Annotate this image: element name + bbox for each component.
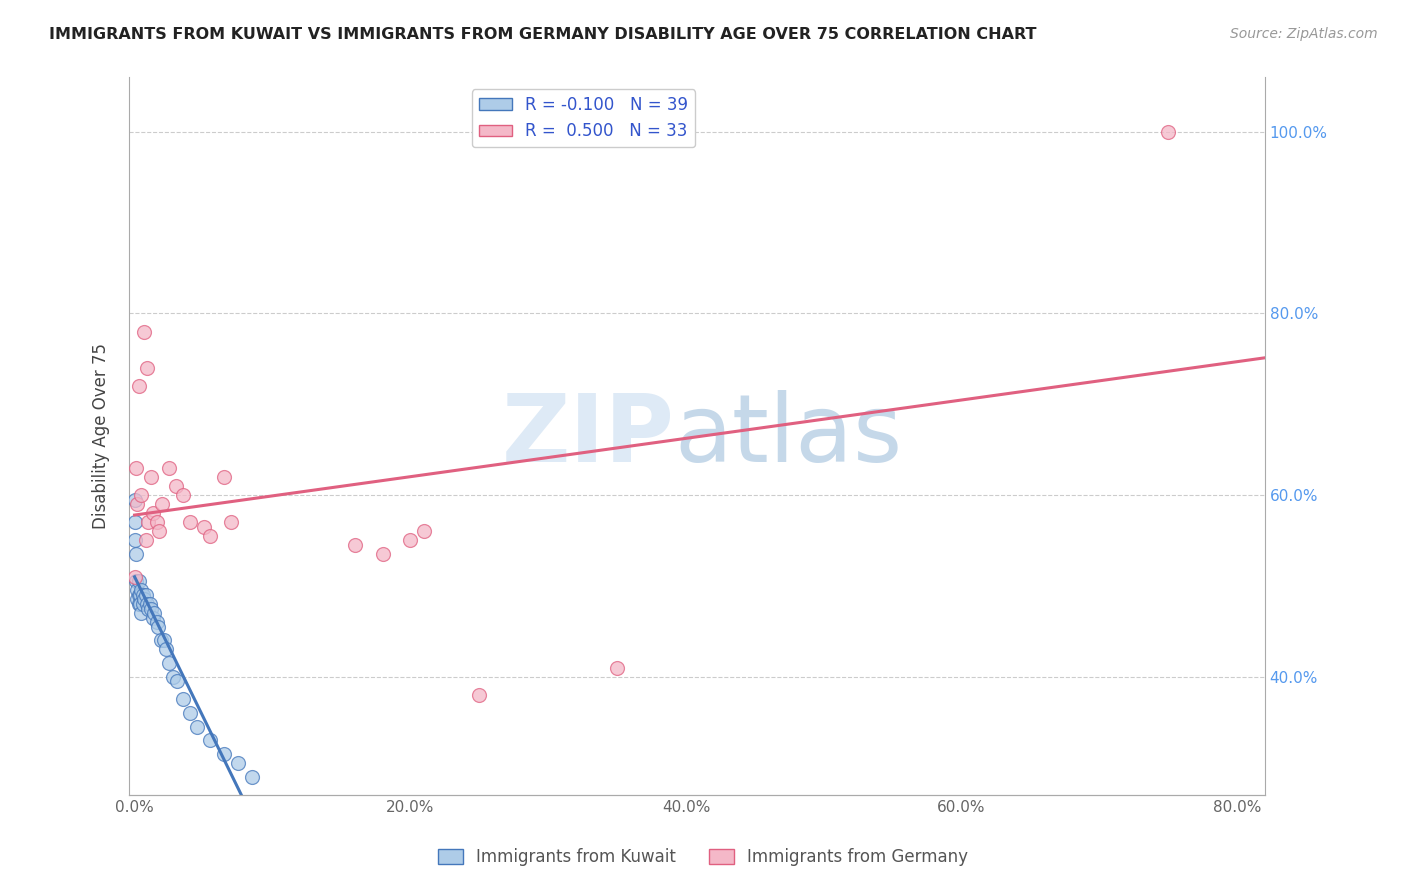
Point: [219, 516, 242, 530]
Point: [128, 597, 150, 611]
Point: [179, 516, 201, 530]
Point: [165, 479, 187, 493]
Point: [124, 492, 146, 507]
Point: [125, 460, 148, 475]
Point: [1157, 125, 1180, 139]
Point: [124, 533, 146, 548]
Point: [135, 533, 157, 548]
Point: [146, 620, 169, 634]
Point: [136, 361, 159, 376]
Legend: R = -0.100   N = 39, R =  0.500   N = 33: R = -0.100 N = 39, R = 0.500 N = 33: [472, 89, 695, 147]
Point: [212, 470, 235, 484]
Point: [186, 720, 208, 734]
Point: [127, 583, 149, 598]
Point: [128, 574, 150, 589]
Point: [240, 770, 263, 784]
Point: [139, 601, 162, 615]
Point: [399, 533, 422, 548]
Point: [371, 547, 394, 561]
Point: [135, 588, 157, 602]
Point: [131, 583, 153, 598]
Point: [128, 588, 150, 602]
Point: [157, 460, 180, 475]
Point: [172, 692, 194, 706]
Point: [413, 524, 436, 539]
Text: ZIP: ZIP: [502, 390, 675, 482]
Point: [124, 570, 146, 584]
Point: [152, 633, 174, 648]
Point: [125, 574, 148, 589]
Point: [141, 610, 163, 624]
Text: Source: ZipAtlas.com: Source: ZipAtlas.com: [1230, 27, 1378, 41]
Point: [141, 506, 163, 520]
Point: [193, 520, 215, 534]
Point: [127, 497, 149, 511]
Point: [200, 529, 222, 543]
Point: [155, 642, 177, 657]
Point: [139, 597, 162, 611]
Point: [128, 379, 150, 393]
Point: [138, 601, 160, 615]
Point: [212, 747, 235, 761]
Text: IMMIGRANTS FROM KUWAIT VS IMMIGRANTS FROM GERMANY DISABILITY AGE OVER 75 CORRELA: IMMIGRANTS FROM KUWAIT VS IMMIGRANTS FRO…: [49, 27, 1036, 42]
Point: [166, 674, 188, 689]
Point: [132, 588, 155, 602]
Point: [136, 597, 159, 611]
Point: [142, 606, 165, 620]
Y-axis label: Disability Age Over 75: Disability Age Over 75: [93, 343, 110, 529]
Point: [148, 524, 170, 539]
Point: [162, 670, 184, 684]
Point: [179, 706, 201, 720]
Point: [606, 660, 628, 674]
Point: [145, 516, 167, 530]
Point: [124, 516, 146, 530]
Point: [129, 597, 152, 611]
Text: atlas: atlas: [675, 390, 903, 482]
Point: [468, 688, 491, 702]
Point: [200, 733, 222, 747]
Point: [125, 547, 148, 561]
Point: [129, 588, 152, 602]
Point: [138, 516, 160, 530]
Point: [131, 606, 153, 620]
Point: [134, 325, 156, 339]
Point: [134, 592, 156, 607]
Point: [131, 488, 153, 502]
Point: [132, 597, 155, 611]
Point: [145, 615, 167, 630]
Point: [157, 656, 180, 670]
Point: [172, 488, 194, 502]
Point: [139, 470, 162, 484]
Point: [344, 538, 367, 552]
Point: [149, 633, 172, 648]
Point: [150, 497, 173, 511]
Legend: Immigrants from Kuwait, Immigrants from Germany: Immigrants from Kuwait, Immigrants from …: [430, 842, 976, 873]
Point: [226, 756, 249, 770]
Point: [127, 592, 149, 607]
